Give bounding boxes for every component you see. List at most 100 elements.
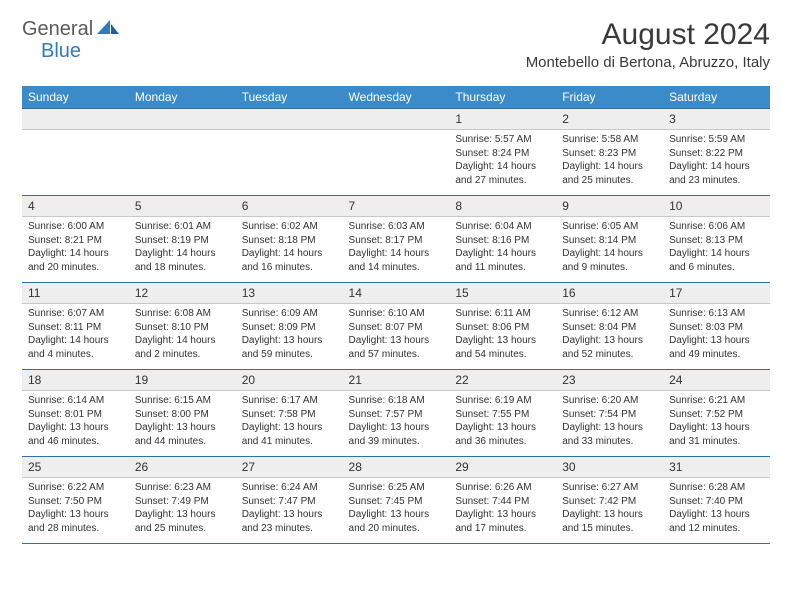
sunset-text: Sunset: 8:04 PM — [562, 321, 657, 335]
detail-row: Sunrise: 6:00 AMSunset: 8:21 PMDaylight:… — [22, 217, 770, 283]
sunrise-text: Sunrise: 6:01 AM — [135, 220, 230, 234]
logo-blue-word: Blue — [41, 40, 81, 63]
daylight-text-1: Daylight: 13 hours — [562, 421, 657, 435]
day-details: Sunrise: 6:17 AMSunset: 7:58 PMDaylight:… — [236, 391, 343, 457]
daynum-row: 45678910 — [22, 196, 770, 217]
detail-row: Sunrise: 6:14 AMSunset: 8:01 PMDaylight:… — [22, 391, 770, 457]
day-number: 24 — [663, 370, 770, 391]
sunrise-text: Sunrise: 6:10 AM — [349, 307, 444, 321]
daylight-text-2: and 18 minutes. — [135, 261, 230, 275]
day-number: 12 — [129, 283, 236, 304]
daylight-text-1: Daylight: 13 hours — [349, 508, 444, 522]
weekday-wed: Wednesday — [343, 86, 450, 109]
day-details: Sunrise: 6:06 AMSunset: 8:13 PMDaylight:… — [663, 217, 770, 283]
day-details: Sunrise: 5:58 AMSunset: 8:23 PMDaylight:… — [556, 130, 663, 196]
day-number: 29 — [449, 457, 556, 478]
daylight-text-1: Daylight: 14 hours — [455, 247, 550, 261]
day-number: 15 — [449, 283, 556, 304]
daylight-text-2: and 52 minutes. — [562, 348, 657, 362]
daylight-text-1: Daylight: 13 hours — [242, 508, 337, 522]
day-details: Sunrise: 6:02 AMSunset: 8:18 PMDaylight:… — [236, 217, 343, 283]
sunrise-text: Sunrise: 6:12 AM — [562, 307, 657, 321]
daylight-text-1: Daylight: 13 hours — [669, 421, 764, 435]
day-number: 19 — [129, 370, 236, 391]
day-details: Sunrise: 6:19 AMSunset: 7:55 PMDaylight:… — [449, 391, 556, 457]
day-number: 23 — [556, 370, 663, 391]
sunrise-text: Sunrise: 5:57 AM — [455, 133, 550, 147]
daylight-text-1: Daylight: 14 hours — [455, 160, 550, 174]
sunrise-text: Sunrise: 6:07 AM — [28, 307, 123, 321]
daylight-text-2: and 39 minutes. — [349, 435, 444, 449]
sunrise-text: Sunrise: 6:19 AM — [455, 394, 550, 408]
sunrise-text: Sunrise: 6:22 AM — [28, 481, 123, 495]
day-number: 27 — [236, 457, 343, 478]
sunset-text: Sunset: 8:17 PM — [349, 234, 444, 248]
sunset-text: Sunset: 7:57 PM — [349, 408, 444, 422]
day-number: 21 — [343, 370, 450, 391]
daylight-text-2: and 23 minutes. — [242, 522, 337, 536]
sunset-text: Sunset: 7:55 PM — [455, 408, 550, 422]
daylight-text-2: and 11 minutes. — [455, 261, 550, 275]
daylight-text-1: Daylight: 13 hours — [669, 508, 764, 522]
sunrise-text: Sunrise: 6:03 AM — [349, 220, 444, 234]
sunset-text: Sunset: 7:52 PM — [669, 408, 764, 422]
sunrise-text: Sunrise: 6:15 AM — [135, 394, 230, 408]
day-details: Sunrise: 6:03 AMSunset: 8:17 PMDaylight:… — [343, 217, 450, 283]
sunrise-text: Sunrise: 6:08 AM — [135, 307, 230, 321]
detail-row: Sunrise: 6:07 AMSunset: 8:11 PMDaylight:… — [22, 304, 770, 370]
calendar-table: Sunday Monday Tuesday Wednesday Thursday… — [22, 86, 770, 544]
logo: General — [22, 18, 121, 41]
daylight-text-2: and 25 minutes. — [135, 522, 230, 536]
day-number: 25 — [22, 457, 129, 478]
weekday-thu: Thursday — [449, 86, 556, 109]
daylight-text-2: and 41 minutes. — [242, 435, 337, 449]
daylight-text-2: and 20 minutes. — [28, 261, 123, 275]
daylight-text-1: Daylight: 13 hours — [455, 334, 550, 348]
daylight-text-2: and 57 minutes. — [349, 348, 444, 362]
sunset-text: Sunset: 8:18 PM — [242, 234, 337, 248]
day-details: Sunrise: 6:24 AMSunset: 7:47 PMDaylight:… — [236, 478, 343, 544]
daylight-text-2: and 23 minutes. — [669, 174, 764, 188]
daylight-text-2: and 28 minutes. — [28, 522, 123, 536]
sunset-text: Sunset: 8:14 PM — [562, 234, 657, 248]
sunset-text: Sunset: 7:50 PM — [28, 495, 123, 509]
sunset-text: Sunset: 7:44 PM — [455, 495, 550, 509]
daylight-text-1: Daylight: 14 hours — [135, 247, 230, 261]
day-details: Sunrise: 6:00 AMSunset: 8:21 PMDaylight:… — [22, 217, 129, 283]
daylight-text-2: and 2 minutes. — [135, 348, 230, 362]
daylight-text-1: Daylight: 13 hours — [669, 334, 764, 348]
day-details: Sunrise: 6:07 AMSunset: 8:11 PMDaylight:… — [22, 304, 129, 370]
sunset-text: Sunset: 8:10 PM — [135, 321, 230, 335]
daylight-text-1: Daylight: 13 hours — [562, 508, 657, 522]
day-number: 11 — [22, 283, 129, 304]
day-number: 28 — [343, 457, 450, 478]
day-number: 5 — [129, 196, 236, 217]
sunrise-text: Sunrise: 6:11 AM — [455, 307, 550, 321]
day-number: 22 — [449, 370, 556, 391]
sunrise-text: Sunrise: 6:04 AM — [455, 220, 550, 234]
daylight-text-2: and 44 minutes. — [135, 435, 230, 449]
day-number — [343, 109, 450, 130]
weekday-mon: Monday — [129, 86, 236, 109]
daylight-text-2: and 17 minutes. — [455, 522, 550, 536]
detail-row: Sunrise: 6:22 AMSunset: 7:50 PM Daylight:… — [22, 478, 770, 544]
daynum-row: 123 — [22, 109, 770, 130]
sunrise-text: Sunrise: 6:14 AM — [28, 394, 123, 408]
day-details: Sunrise: 6:04 AMSunset: 8:16 PMDaylight:… — [449, 217, 556, 283]
month-title: August 2024 — [526, 18, 770, 52]
day-details: Sunrise: 6:21 AMSunset: 7:52 PMDaylight:… — [663, 391, 770, 457]
daylight-text-1: Daylight: 13 hours — [242, 334, 337, 348]
sunset-text: Sunset: 7:54 PM — [562, 408, 657, 422]
day-details — [22, 130, 129, 196]
sunset-text: Sunset: 8:07 PM — [349, 321, 444, 335]
daylight-text-1: Daylight: 13 hours — [455, 421, 550, 435]
day-number: 17 — [663, 283, 770, 304]
sunrise-text: Sunrise: 6:17 AM — [242, 394, 337, 408]
sunset-text: Sunset: 7:42 PM — [562, 495, 657, 509]
day-details: Sunrise: 6:01 AMSunset: 8:19 PMDaylight:… — [129, 217, 236, 283]
day-details: Sunrise: 6:23 AMSunset: 7:49 PMDaylight:… — [129, 478, 236, 544]
daylight-text-1: Daylight: 13 hours — [349, 334, 444, 348]
daylight-text-2: and 15 minutes. — [562, 522, 657, 536]
weekday-tue: Tuesday — [236, 86, 343, 109]
daylight-text-2: and 14 minutes. — [349, 261, 444, 275]
